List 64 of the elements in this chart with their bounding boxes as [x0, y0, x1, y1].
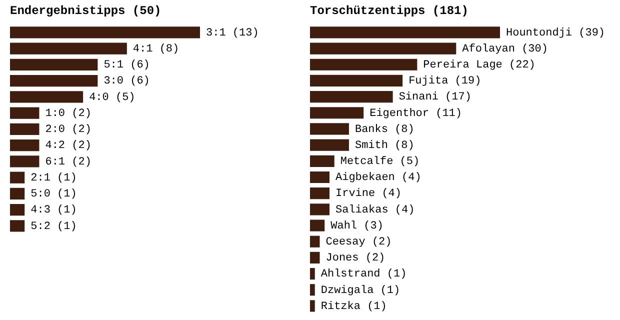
data-label: Metcalfe (5) [340, 156, 420, 168]
bar [10, 58, 98, 71]
bar [10, 188, 25, 200]
chart-title: Torschützentipps (181) [310, 4, 468, 18]
bar [310, 300, 315, 312]
data-label: Eigenthor (11) [370, 108, 462, 120]
data-label: Dzwigala (1) [320, 284, 400, 297]
bar [10, 107, 40, 119]
data-label: Ahlstrand (1) [320, 268, 407, 281]
bar [10, 42, 127, 54]
data-label: 3:0 (6) [104, 76, 150, 88]
data-label: Ritzka (1) [320, 300, 387, 313]
data-label: 2:0 (2) [45, 124, 92, 136]
data-label: 4:1 (8) [132, 43, 180, 56]
bar [310, 236, 320, 248]
bar [10, 156, 40, 168]
data-label: Irvine (4) [335, 188, 402, 200]
bar [310, 204, 330, 216]
data-label: 5:1 (6) [104, 60, 150, 72]
bar [310, 220, 325, 232]
data-label: 4:0 (5) [89, 92, 136, 104]
data-label: Sinani (17) [398, 92, 472, 104]
data-label: Wahl (3) [330, 220, 384, 232]
bar [310, 284, 315, 296]
bar [10, 172, 25, 184]
data-label: Aigbekaen (4) [335, 172, 422, 184]
data-label: Afolayan (30) [462, 43, 548, 56]
bar [10, 26, 200, 38]
bar [310, 58, 418, 70]
data-label: 4:2 (2) [45, 140, 92, 152]
data-label: Jones (2) [326, 252, 386, 265]
data-label: 1:0 (2) [45, 108, 92, 120]
bar [10, 140, 40, 152]
data-label: Smith (8) [354, 140, 414, 152]
chart-title: Endergebnistipps (50) [10, 4, 162, 18]
data-label: 5:0 (1) [30, 188, 77, 201]
data-label: Pereira Lage (22) [423, 60, 536, 72]
bar [310, 91, 393, 103]
bar [310, 268, 315, 280]
bar [10, 123, 40, 136]
data-label: 2:1 (1) [30, 172, 77, 184]
data-label: Banks (8) [354, 124, 414, 136]
bar [310, 171, 330, 184]
bar [310, 188, 330, 200]
bar [310, 139, 349, 151]
bar [310, 123, 349, 135]
bar [310, 74, 403, 87]
bar [310, 26, 500, 38]
bar [310, 155, 334, 167]
data-label: Hountondji (39) [506, 27, 606, 40]
bar [310, 42, 456, 54]
bar [10, 91, 84, 103]
data-label: 3:1 (13) [206, 27, 259, 40]
data-label: Ceesay (2) [326, 236, 392, 249]
bar [310, 107, 364, 119]
data-label: 5:2 (1) [30, 220, 77, 233]
bar [10, 220, 25, 232]
data-label: 6:1 (2) [45, 156, 92, 168]
bar [10, 204, 25, 216]
data-label: Fujita (19) [408, 76, 482, 88]
data-label: 4:3 (1) [30, 204, 77, 217]
bar [310, 252, 320, 264]
data-label: Saliakas (4) [335, 204, 415, 216]
bar [10, 75, 98, 87]
